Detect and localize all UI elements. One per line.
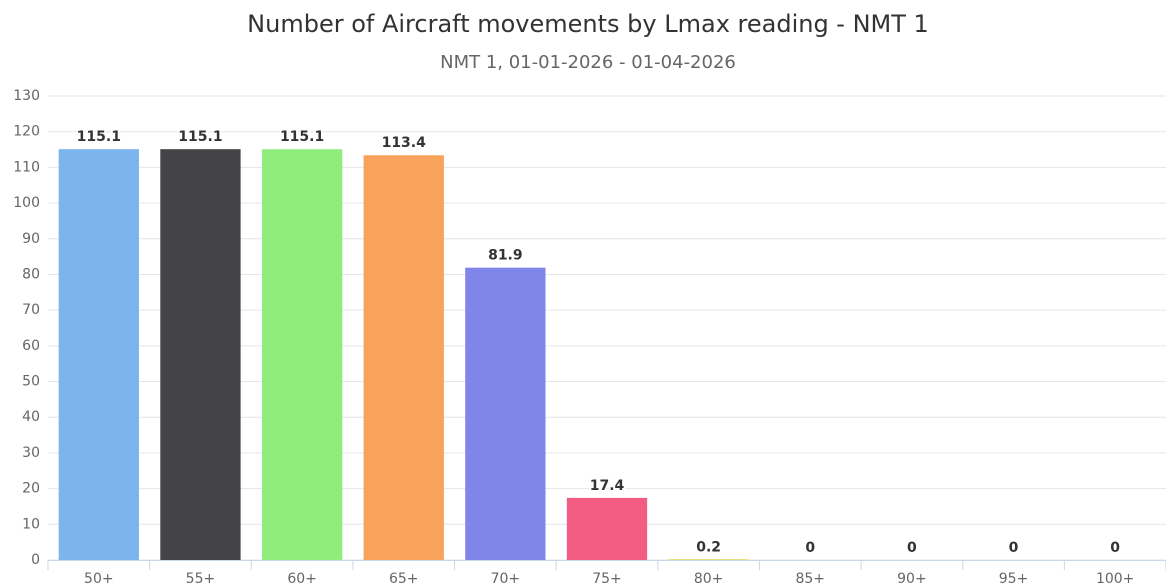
data-label: 115.1 [178,129,222,145]
data-label: 0 [1009,540,1019,556]
bar [160,149,241,561]
chart-subtitle: NMT 1, 01-01-2026 - 01-04-2026 [440,52,736,73]
bar [465,267,546,560]
x-tick-label: 95+ [999,571,1029,587]
bar [668,559,749,560]
y-tick-label: 100 [13,195,40,211]
x-tick-label: 55+ [186,571,216,587]
chart-title: Number of Aircraft movements by Lmax rea… [247,10,929,38]
data-label: 113.4 [382,135,427,151]
y-tick-label: 40 [22,409,40,425]
data-label: 115.1 [280,129,324,145]
x-tick-label: 100+ [1096,571,1134,587]
y-tick-label: 60 [22,338,40,354]
x-tick-label: 70+ [491,571,521,587]
y-tick-label: 130 [13,88,40,104]
y-tick-label: 20 [22,481,40,497]
data-label: 0 [805,540,815,556]
bar [261,149,343,561]
data-label: 0 [1110,540,1120,556]
data-label: 0 [907,540,917,556]
data-label: 115.1 [77,129,121,145]
x-tick-label: 50+ [84,571,114,587]
x-tick-label: 80+ [694,571,724,587]
y-tick-label: 30 [22,445,40,461]
y-tick-label: 70 [22,302,40,318]
y-tick-label: 10 [22,516,40,532]
bar [363,155,444,560]
data-label: 81.9 [488,248,523,264]
y-tick-label: 50 [22,374,40,390]
x-tick-label: 90+ [897,571,927,587]
x-tick-label: 75+ [592,571,622,587]
x-tick-label: 85+ [795,571,825,587]
bar [58,149,139,561]
y-tick-label: 90 [22,231,40,247]
y-tick-label: 80 [22,266,40,282]
data-label: 0.2 [696,539,721,555]
data-label: 17.4 [590,478,625,494]
y-tick-label: 0 [31,552,40,568]
y-tick-label: 120 [13,124,40,140]
bar [566,497,648,560]
y-tick-label: 110 [13,159,40,175]
x-tick-label: 65+ [389,571,419,587]
x-tick-label: 60+ [287,571,317,587]
